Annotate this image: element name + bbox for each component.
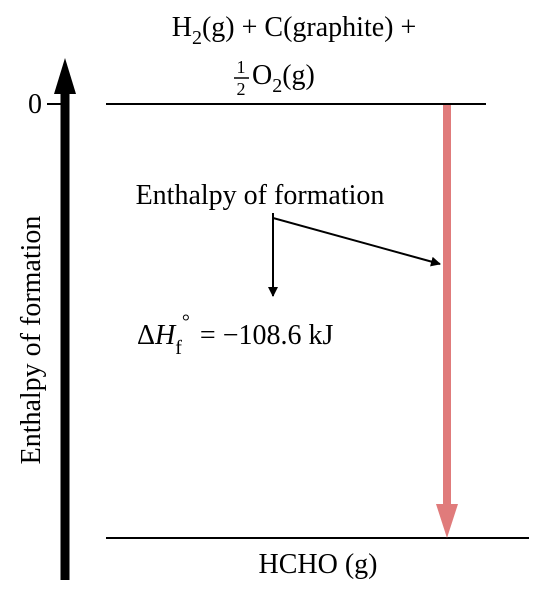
product-label: HCHO (g): [259, 549, 378, 580]
zero-label: 0: [28, 89, 42, 120]
fraction-numerator: 1: [237, 57, 246, 77]
annotation-label: Enthalpy of formation: [136, 180, 385, 211]
annotation-arrow-right: [272, 213, 441, 267]
reactants-line-2: 1 2 O2(g): [234, 57, 315, 99]
enthalpy-change-arrowhead: [436, 504, 458, 538]
delta-h-formula: ΔHf° = −108.6 kJ: [137, 311, 334, 359]
enthalpy-axis-arrowhead: [54, 58, 76, 94]
fraction-denominator: 2: [237, 79, 246, 99]
oxygen-formula: O2(g): [252, 60, 315, 97]
axis-label: Enthalpy of formation: [16, 216, 47, 465]
reactants-line-1: H2(g) + C(graphite) +: [172, 12, 417, 49]
